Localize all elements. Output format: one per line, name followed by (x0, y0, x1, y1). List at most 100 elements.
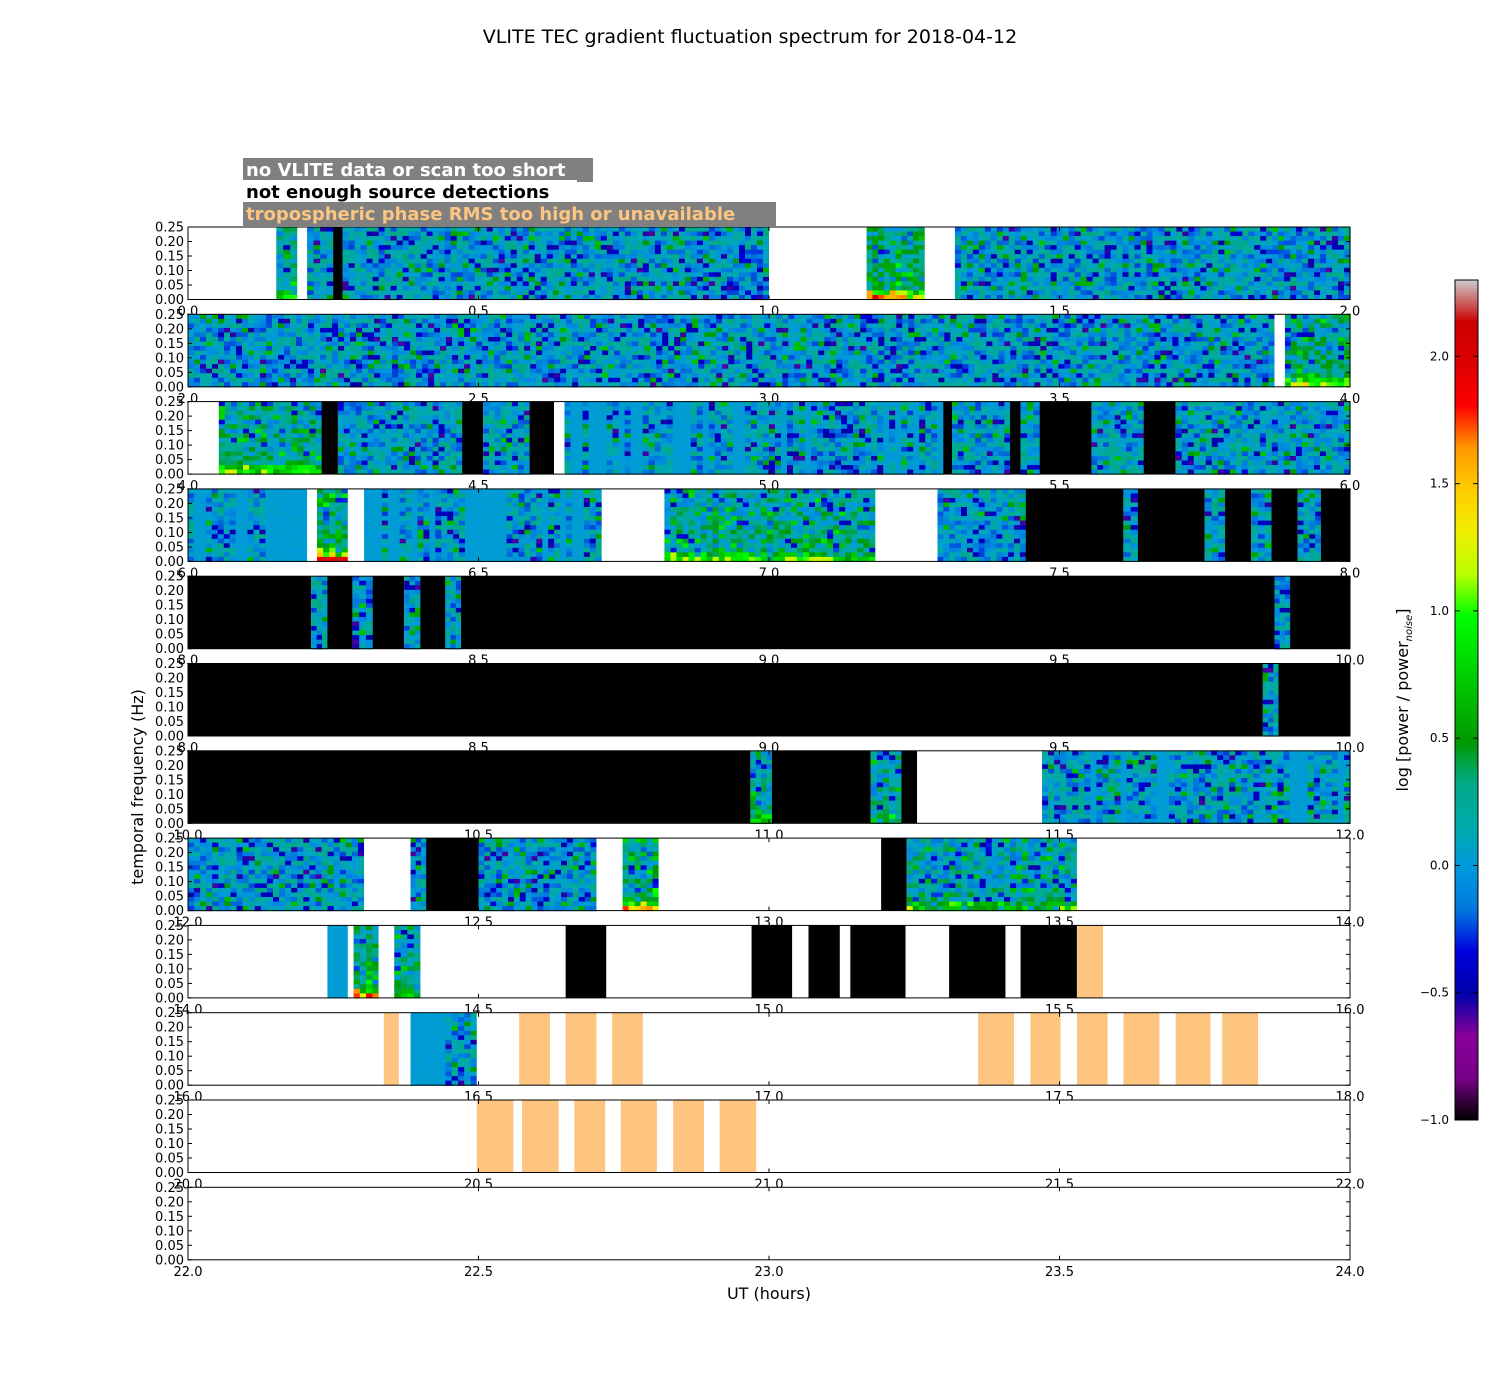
spectrum-cell (570, 267, 578, 273)
spectrum-cell (642, 245, 650, 251)
spectrum-cell (1272, 263, 1279, 269)
spectrum-cell (422, 355, 429, 361)
spectrum-cell (672, 281, 680, 287)
spectrum-cell (1260, 294, 1267, 301)
spectrum-cell (504, 227, 512, 233)
spectrum-cell (446, 368, 453, 374)
spectrum-cell (638, 364, 645, 370)
spectrum-cell (950, 382, 957, 388)
spectrum-cell (1230, 285, 1237, 292)
spectrum-cell (492, 294, 500, 301)
spectrum-cell (618, 231, 626, 237)
spectrum-cell (914, 323, 921, 329)
spectrum-cell (710, 359, 717, 365)
spectrum-cell (602, 346, 609, 352)
spectrum-cell (650, 341, 657, 347)
spectrum-cell (1332, 290, 1339, 296)
spectrum-cell (284, 382, 291, 388)
spectrum-cell (342, 254, 350, 260)
spectrum-cell (692, 359, 699, 365)
spectrum-cell (974, 350, 981, 356)
spectrum-cell (524, 332, 531, 338)
segment-spectrum (307, 227, 334, 301)
spectrum-cell (752, 359, 759, 365)
spectrum-cell (690, 294, 698, 301)
spectrum-cell (956, 341, 963, 347)
spectrum-cell (872, 272, 879, 278)
spectrum-cell (1088, 327, 1095, 334)
spectrum-cell (600, 240, 608, 246)
spectrum-cell (762, 281, 770, 287)
spectrum-cell (1296, 258, 1303, 264)
spectrum-cell (468, 254, 476, 260)
spectrum-cell (390, 249, 398, 255)
spectrum-cell (684, 290, 692, 296)
spectrum-cell (284, 359, 291, 365)
spectrum-cell (1326, 236, 1333, 242)
spectrum-cell (1308, 294, 1315, 301)
spectrum-cell (1040, 350, 1047, 356)
spectrum-cell (866, 240, 874, 246)
spectrum-cell (1302, 254, 1309, 260)
spectrum-cell (524, 373, 531, 379)
spectrum-cell (313, 294, 321, 301)
spectrum-cell (878, 236, 885, 242)
spectrum-cell (1290, 276, 1297, 282)
spectrum-cell (283, 285, 291, 292)
spectrum-cell (734, 346, 741, 352)
spectrum-cell (516, 231, 524, 237)
spectrum-cell (578, 359, 585, 365)
spectrum-cell (884, 285, 891, 292)
spectrum-cell (1086, 285, 1094, 292)
spectrum-cell (720, 290, 728, 296)
spectrum-cell (1010, 377, 1017, 383)
spectrum-cell (348, 272, 356, 278)
spectrum-cell (542, 346, 549, 352)
spectrum-cell (806, 368, 813, 374)
spectrum-cell (1248, 285, 1255, 292)
spectrum-cell (1008, 285, 1016, 292)
spectrum-cell (678, 231, 686, 237)
spectrum-cell (1302, 249, 1309, 255)
spectrum-cell (866, 290, 874, 296)
spectrum-cell (504, 276, 512, 282)
spectrum-cell (468, 294, 476, 301)
spectrum-cell (914, 336, 921, 343)
spectrum-cell (540, 231, 548, 237)
spectrum-cell (1050, 240, 1058, 246)
spectrum-cell (938, 373, 945, 379)
spectrum-cell (542, 314, 549, 320)
spectrum-cell (626, 346, 633, 352)
spectrum-cell (1224, 263, 1231, 269)
spectrum-cell (554, 314, 561, 320)
spectrum-cell (1088, 346, 1095, 352)
spectrum-cell (758, 368, 765, 374)
spectrum-cell (702, 254, 710, 260)
spectrum-cell (950, 332, 957, 338)
spectrum-cell (1128, 276, 1136, 282)
spectrum-cell (594, 236, 602, 242)
spectrum-cell (998, 355, 1005, 361)
spectrum-cell (918, 285, 926, 292)
spectrum-cell (1050, 227, 1058, 233)
spectrum-cell (878, 240, 885, 246)
spectrum-cell (390, 258, 398, 264)
spectrum-cell (188, 332, 195, 338)
spectrum-cell (590, 373, 597, 379)
spectrum-cell (314, 336, 321, 343)
spectrum-cell (290, 327, 297, 334)
spectrum-cell (878, 382, 885, 388)
spectrum-cell (1272, 240, 1279, 246)
spectrum-cell (1082, 314, 1089, 320)
spectrum-cell (290, 318, 297, 324)
spectrum-cell (674, 364, 681, 370)
spectrum-cell (926, 318, 933, 324)
spectrum-cell (440, 377, 447, 383)
spectrum-cell (944, 382, 951, 388)
spectrum-cell (996, 240, 1004, 246)
spectrum-cell (962, 377, 969, 383)
spectrum-cell (650, 364, 657, 370)
spectrum-cell (1236, 267, 1243, 273)
spectrum-cell (402, 227, 410, 233)
spectrum-cell (889, 272, 897, 278)
